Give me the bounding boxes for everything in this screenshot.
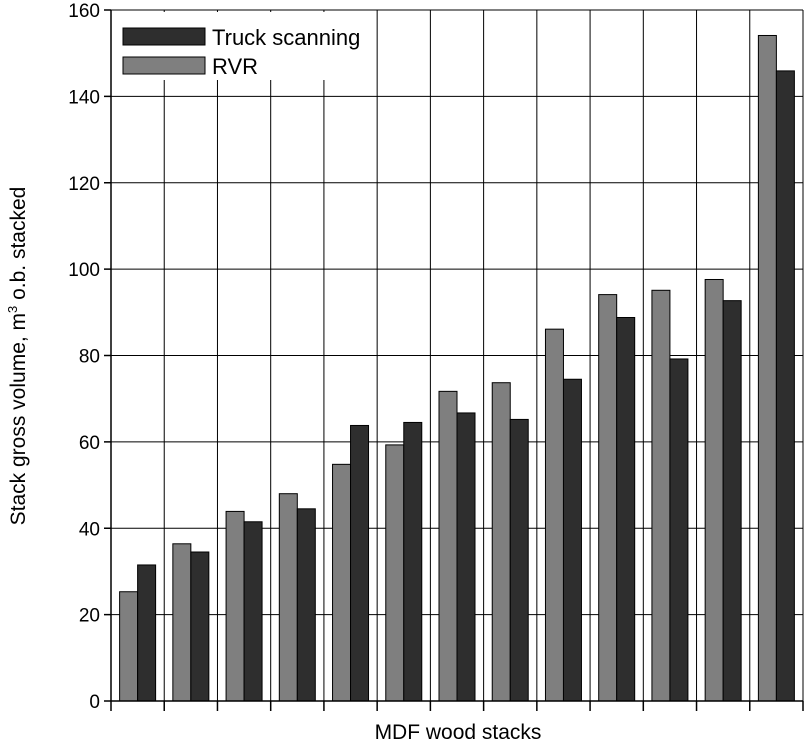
bar-rvr — [704, 278, 724, 702]
y-axis-title-main: Stack gross volume, m — [7, 313, 30, 525]
legend-label-truck-scanning: Truck scanning — [212, 25, 360, 50]
bar-truck-scanning — [296, 508, 316, 702]
y-tick-label: 120 — [68, 174, 100, 195]
bar-truck-scanning — [190, 551, 210, 702]
bars — [119, 34, 795, 702]
bar-rvr — [757, 34, 777, 702]
bar-truck-scanning — [722, 300, 742, 702]
bar-truck-scanning — [350, 424, 370, 702]
y-tick-label: 140 — [68, 87, 100, 108]
bar-rvr — [544, 328, 564, 702]
bar-truck-scanning — [243, 521, 263, 702]
bar-truck-scanning — [137, 564, 157, 702]
y-tick-label: 0 — [89, 692, 100, 713]
bar-truck-scanning — [509, 418, 529, 702]
legend-label-rvr: RVR — [212, 54, 258, 79]
y-axis-title: Stack gross volume, m3 o.b. stacked — [5, 187, 30, 526]
y-tick-label: 160 — [68, 1, 100, 22]
bar-rvr — [119, 591, 139, 702]
y-axis-title-superscript: 3 — [5, 306, 20, 313]
bar-rvr — [598, 294, 618, 702]
y-tick-labels: 0 20 40 60 80 100 120 140 160 — [68, 1, 100, 713]
bar-rvr — [491, 382, 511, 702]
bar-truck-scanning — [562, 378, 582, 702]
bar-rvr — [172, 543, 192, 702]
y-axis-title-suffix: o.b. stacked — [7, 187, 30, 306]
y-tick-label: 60 — [79, 433, 100, 454]
bar-rvr — [385, 444, 405, 702]
axes — [104, 9, 804, 711]
y-tick-label: 20 — [79, 606, 100, 627]
bar-truck-scanning — [616, 316, 636, 702]
bar-rvr — [332, 463, 352, 702]
bar-rvr — [438, 390, 458, 702]
bar-truck-scanning — [775, 70, 795, 702]
y-tick-label: 100 — [68, 260, 100, 281]
y-tick-label: 80 — [79, 347, 100, 368]
legend-swatch-rvr — [122, 56, 206, 75]
legend: Truck scanning RVR — [114, 12, 368, 80]
legend-swatch-truck-scanning — [122, 27, 206, 46]
bar-truck-scanning — [403, 421, 423, 702]
bar-rvr — [651, 289, 671, 702]
bar-rvr — [278, 493, 298, 702]
x-axis-title: MDF wood stacks — [375, 721, 542, 743]
bar-truck-scanning — [456, 412, 476, 702]
y-tick-label: 40 — [79, 519, 100, 540]
bar-rvr — [225, 510, 245, 702]
bar-truck-scanning — [669, 358, 689, 702]
